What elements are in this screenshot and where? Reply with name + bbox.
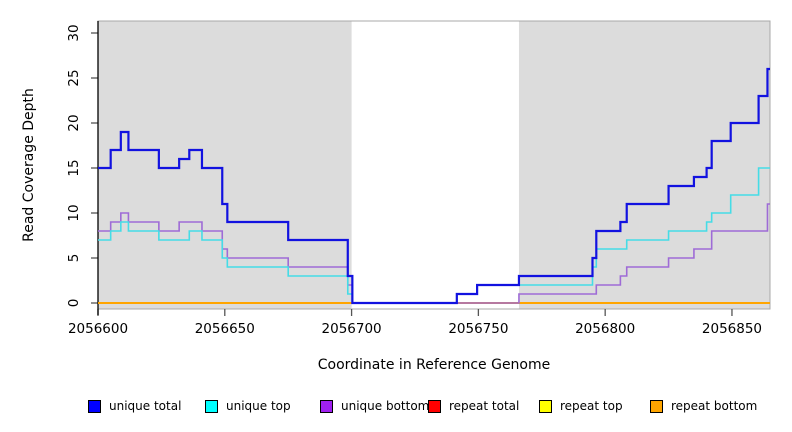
y-tick-label: 30	[66, 24, 82, 41]
legend-item-unique-top: unique top	[205, 398, 291, 414]
series-line-unique-total	[98, 67, 770, 305]
legend-item-repeat-top: repeat top	[539, 398, 623, 414]
legend-item-unique-bottom: unique bottom	[320, 398, 429, 414]
coverage-plot: 2056600 2056650 2056700 2056750 2056800 20568…	[21, 20, 771, 373]
legend-swatch-repeat-total	[428, 399, 441, 413]
y-axis-title: Read Coverage Depth	[21, 88, 37, 242]
y-tick-label: 15	[66, 159, 82, 176]
y-tick-label: 25	[66, 69, 82, 86]
y-tick-label: 20	[66, 114, 82, 131]
y-tick-label: 0	[66, 299, 82, 308]
legend-swatch-unique-total	[88, 399, 101, 413]
legend: unique total unique top unique bottom repea…	[0, 398, 792, 418]
x-axis-title: Coordinate in Reference Genome	[318, 357, 551, 373]
legend-swatch-unique-bottom	[320, 399, 333, 413]
y-tick-label: 5	[66, 254, 82, 263]
legend-swatch-unique-top	[205, 399, 218, 413]
no-data-region	[351, 21, 519, 309]
legend-swatch-repeat-top	[539, 399, 552, 413]
legend-label: unique top	[226, 399, 291, 413]
x-tick-label: 2056600	[68, 321, 128, 337]
legend-label: unique bottom	[341, 399, 430, 413]
legend-swatch-repeat-bottom	[650, 399, 663, 413]
legend-item-unique-total: unique total	[88, 398, 181, 414]
x-tick-label: 2056700	[322, 321, 382, 337]
x-tick-label: 2056800	[575, 321, 635, 337]
legend-label: repeat bottom	[671, 399, 758, 413]
x-tick-label: 2056750	[448, 321, 508, 337]
legend-label: repeat top	[560, 399, 623, 413]
legend-item-repeat-bottom: repeat bottom	[650, 398, 757, 414]
legend-label: unique total	[109, 399, 182, 413]
x-tick-label: 2056650	[195, 321, 255, 337]
x-tick-label: 2056850	[702, 321, 762, 337]
legend-label: repeat total	[449, 399, 520, 413]
legend-item-repeat-total: repeat total	[428, 398, 519, 414]
y-tick-label: 10	[66, 204, 82, 221]
